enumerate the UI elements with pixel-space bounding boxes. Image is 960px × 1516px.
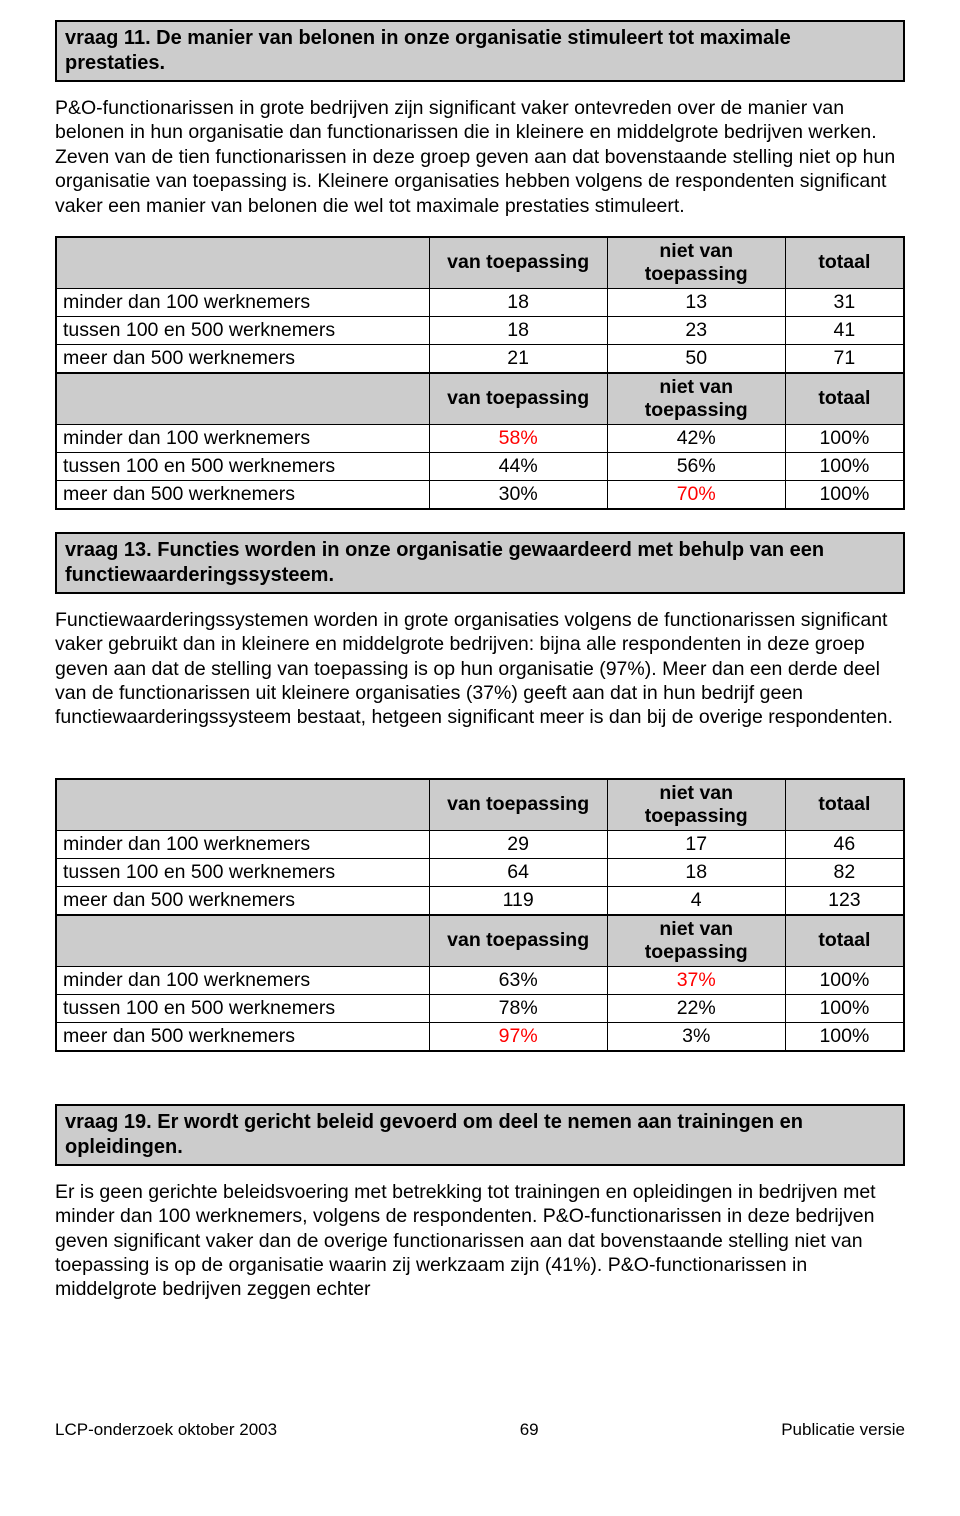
cell: 63% [429,966,607,994]
question-19-paragraph: Er is geen gerichte beleidsvoering met b… [55,1180,905,1302]
footer-left: LCP-onderzoek oktober 2003 [55,1420,277,1440]
table-header-empty [56,915,429,967]
cell: 30% [429,480,607,509]
question-13-table: van toepassing niet van toepassing totaa… [55,778,905,1052]
table-header: niet van toepassing [607,373,785,425]
question-13-paragraph: Functiewaarderingssystemen worden in gro… [55,608,905,730]
table-row: tussen 100 en 500 werknemers 18 23 41 [56,316,904,344]
table-header-empty [56,373,429,425]
table-header: niet van toepassing [607,915,785,967]
table-row: minder dan 100 werknemers 63% 37% 100% [56,966,904,994]
table-header: niet van toepassing [607,237,785,289]
cell: 78% [429,994,607,1022]
footer-right: Publicatie versie [781,1420,905,1440]
table-header: van toepassing [429,373,607,425]
cell: 37% [607,966,785,994]
cell: 56% [607,452,785,480]
table-row: minder dan 100 werknemers 58% 42% 100% [56,424,904,452]
table-header: totaal [785,373,904,425]
cell: 3% [607,1022,785,1051]
cell: 70% [607,480,785,509]
table-row: meer dan 500 werknemers 119 4 123 [56,886,904,915]
table-row: meer dan 500 werknemers 97% 3% 100% [56,1022,904,1051]
cell: 22% [607,994,785,1022]
table-header: van toepassing [429,237,607,289]
cell: 97% [429,1022,607,1051]
question-13-title: vraag 13. Functies worden in onze organi… [55,532,905,594]
table-row: minder dan 100 werknemers 29 17 46 [56,830,904,858]
cell: 44% [429,452,607,480]
footer-page-number: 69 [520,1420,539,1440]
cell: 100% [785,480,904,509]
table-row: minder dan 100 werknemers 18 13 31 [56,288,904,316]
question-19-title: vraag 19. Er wordt gericht beleid gevoer… [55,1104,905,1166]
table-row: tussen 100 en 500 werknemers 64 18 82 [56,858,904,886]
cell: 42% [607,424,785,452]
table-header: totaal [785,779,904,831]
cell: 58% [429,424,607,452]
table-row: meer dan 500 werknemers 30% 70% 100% [56,480,904,509]
table-header: van toepassing [429,915,607,967]
table-header: totaal [785,237,904,289]
question-11-table: van toepassing niet van toepassing totaa… [55,236,905,510]
cell: 100% [785,452,904,480]
table-header-empty [56,779,429,831]
table-header-empty [56,237,429,289]
cell: 100% [785,966,904,994]
question-11-title: vraag 11. De manier van belonen in onze … [55,20,905,82]
cell: 100% [785,424,904,452]
table-row: meer dan 500 werknemers 21 50 71 [56,344,904,373]
cell: 100% [785,1022,904,1051]
page-footer: LCP-onderzoek oktober 2003 69 Publicatie… [0,1420,960,1458]
table-row: tussen 100 en 500 werknemers 78% 22% 100… [56,994,904,1022]
question-11-paragraph: P&O-functionarissen in grote bedrijven z… [55,96,905,218]
table-header: niet van toepassing [607,779,785,831]
table-header: van toepassing [429,779,607,831]
cell: 100% [785,994,904,1022]
table-row: tussen 100 en 500 werknemers 44% 56% 100… [56,452,904,480]
table-header: totaal [785,915,904,967]
